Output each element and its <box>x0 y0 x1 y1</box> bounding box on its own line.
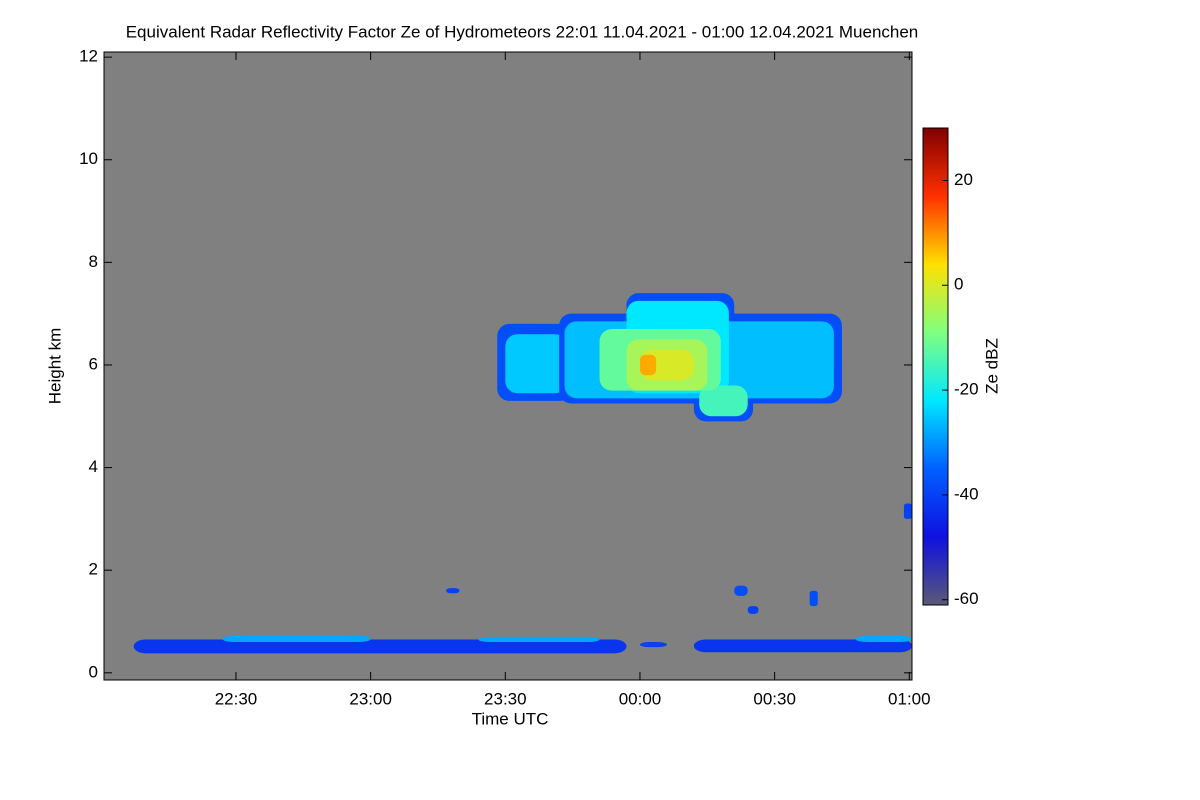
x-tick-label: 01:00 <box>888 689 931 708</box>
colorbar-tick-label: 20 <box>954 170 973 189</box>
colorbar <box>922 127 949 606</box>
colorbar-tick-label: -40 <box>954 484 979 503</box>
y-tick-label: 10 <box>79 149 98 168</box>
y-tick-label: 2 <box>89 560 98 579</box>
x-tick-label: 23:00 <box>349 689 392 708</box>
y-axis-label: Height km <box>45 328 64 405</box>
colorbar-label: Ze dBZ <box>982 338 1001 394</box>
reflectivity-cell <box>734 585 748 596</box>
reflectivity-cell <box>747 606 759 614</box>
plot-frame <box>103 51 913 681</box>
y-tick-label: 0 <box>89 662 98 681</box>
reflectivity-cell <box>133 639 627 654</box>
reflectivity-cell <box>693 639 912 653</box>
colorbar-tick-label: -60 <box>954 589 979 608</box>
reflectivity-cell <box>855 635 912 643</box>
colorbar-tick-label: -20 <box>954 380 979 399</box>
y-tick-label: 8 <box>89 252 98 271</box>
reflectivity-cell <box>446 588 460 594</box>
y-tick-label: 12 <box>79 47 98 66</box>
reflectivity-cell <box>699 385 748 417</box>
reflectivity-cell <box>478 636 600 643</box>
reflectivity-cell <box>505 334 568 394</box>
y-tick-label: 4 <box>89 457 98 476</box>
x-tick-label: 00:00 <box>619 689 662 708</box>
reflectivity-cell <box>809 590 818 607</box>
x-tick-label: 00:30 <box>753 689 796 708</box>
x-tick-label: 22:30 <box>215 689 258 708</box>
reflectivity-cell <box>903 503 912 519</box>
chart-title: Equivalent Radar Reflectivity Factor Ze … <box>126 22 919 41</box>
y-tick-label: 6 <box>89 354 98 373</box>
reflectivity-cell <box>222 635 371 643</box>
reflectivity-cell <box>639 354 657 376</box>
x-tick-label: 23:30 <box>484 689 527 708</box>
reflectivity-cell <box>639 642 667 648</box>
colorbar-tick-label: 0 <box>954 275 963 294</box>
x-axis-label: Time UTC <box>472 709 549 728</box>
